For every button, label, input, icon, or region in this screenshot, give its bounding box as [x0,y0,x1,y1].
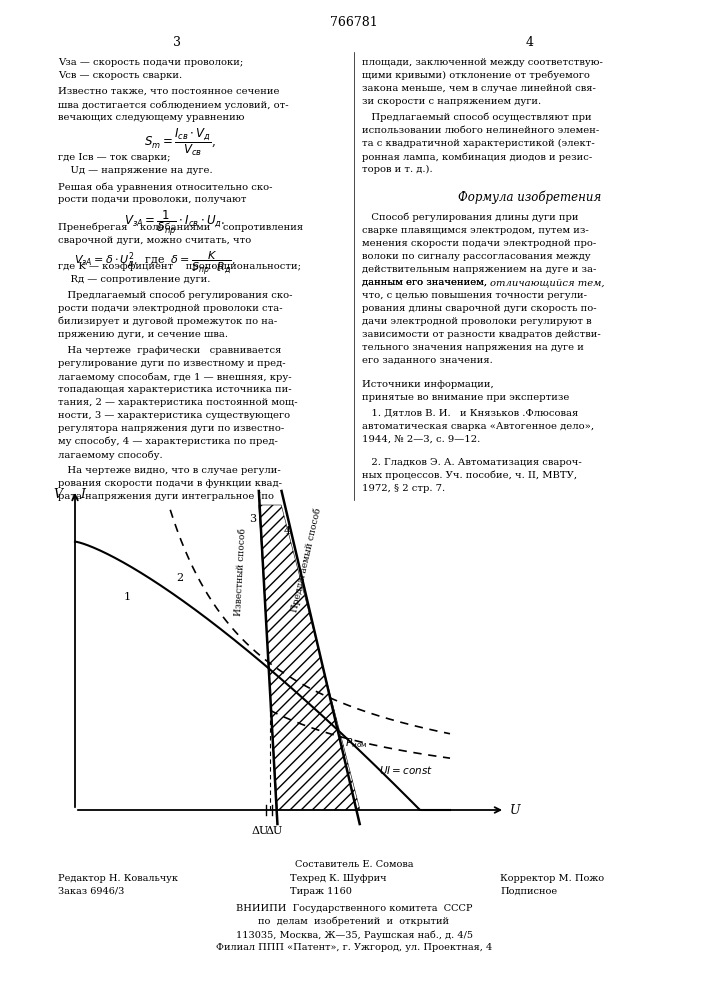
Text: Предлагаемый способ осуществляют при: Предлагаемый способ осуществляют при [362,113,592,122]
Text: $V_{зА} = \dfrac{1}{\delta_{пр}} \cdot I_{св} \cdot U_{д}$.: $V_{зА} = \dfrac{1}{\delta_{пр}} \cdot I… [124,208,226,238]
Text: Предлагаемый способ: Предлагаемый способ [290,507,323,613]
Text: му способу, 4 — характеристика по пред-: му способу, 4 — характеристика по пред- [58,437,278,446]
Text: 1. Дятлов В. И.   и Князьков .Флюсовая: 1. Дятлов В. И. и Князьков .Флюсовая [362,409,578,418]
Text: тельного значения напряжения на дуге и: тельного значения напряжения на дуге и [362,343,584,352]
Text: сварке плавящимся электродом, путем из-: сварке плавящимся электродом, путем из- [362,226,589,235]
Text: рата напряжения дуги интегральное (по: рата напряжения дуги интегральное (по [58,492,274,501]
Text: рости подачи проволоки, получают: рости подачи проволоки, получают [58,195,247,204]
Text: автоматическая сварка «Автогенное дело»,: автоматическая сварка «Автогенное дело», [362,422,594,431]
Text: где K — коэффициент    пропорциональности;: где K — коэффициент пропорциональности; [58,262,301,271]
Text: 3: 3 [173,35,181,48]
Text: сварочной дуги, можно считать, что: сварочной дуги, можно считать, что [58,236,251,245]
Text: ных процессов. Уч. пособие, ч. II, МВТУ,: ных процессов. Уч. пособие, ч. II, МВТУ, [362,471,577,481]
Text: данным его значением,: данным его значением, [362,278,487,287]
Text: площади, заключенной между соответствую-: площади, заключенной между соответствую- [362,58,603,67]
Text: Подписное: Подписное [500,887,557,896]
Text: отличающийся тем,: отличающийся тем, [490,278,604,287]
Text: волоки по сигналу рассогласования между: волоки по сигналу рассогласования между [362,252,590,261]
Text: Известный способ: Известный способ [234,528,247,616]
Text: где Iсв — ток сварки;: где Iсв — ток сварки; [58,153,170,162]
Text: Vсв — скорость сварки.: Vсв — скорость сварки. [58,71,182,80]
Text: 3: 3 [249,514,256,524]
Text: регулятора напряжения дуги по известно-: регулятора напряжения дуги по известно- [58,424,284,433]
Text: $V_{зА} = \delta \cdot U_{д}^{2}$,  где  $\delta = \dfrac{K}{S_{пр} \cdot R_{д}}: $V_{зА} = \delta \cdot U_{д}^{2}$, где $… [74,249,236,277]
Text: Филиал ППП «Патент», г. Ужгород, ул. Проектная, 4: Филиал ППП «Патент», г. Ужгород, ул. Про… [216,943,492,952]
Text: Известно также, что постоянное сечение: Известно также, что постоянное сечение [58,87,279,96]
Text: На чертеже видно, что в случае регули-: На чертеже видно, что в случае регули- [58,466,281,475]
Text: топадающая характеристика источника пи-: топадающая характеристика источника пи- [58,385,291,394]
Text: ности, 3 — характеристика существующего: ности, 3 — характеристика существующего [58,411,290,420]
Text: Формула изобретения: Формула изобретения [458,191,602,205]
Text: щими кривыми) отклонение от требуемого: щими кривыми) отклонение от требуемого [362,71,590,81]
Text: закона меньше, чем в случае линейной свя-: закона меньше, чем в случае линейной свя… [362,84,596,93]
Text: Vза — скорость подачи проволоки;: Vза — скорость подачи проволоки; [58,58,243,67]
Text: та с квадратичной характеристикой (элект-: та с квадратичной характеристикой (элект… [362,139,595,148]
Text: ΔU: ΔU [252,826,269,836]
Text: 113035, Москва, Ж—35, Раушская наб., д. 4/5: 113035, Москва, Ж—35, Раушская наб., д. … [235,930,472,940]
Text: Uд — напряжение на дуге.: Uд — напряжение на дуге. [58,166,213,175]
Text: рости подачи электродной проволоки ста-: рости подачи электродной проволоки ста- [58,304,283,313]
Text: пряжению дуги, и сечение шва.: пряжению дуги, и сечение шва. [58,330,228,339]
Text: На чертеже  графически   сравнивается: На чертеже графически сравнивается [58,346,281,355]
Text: Решая оба уравнения относительно ско-: Решая оба уравнения относительно ско- [58,182,272,192]
Text: торов и т. д.).: торов и т. д.). [362,165,433,174]
Text: $S_{m} = \dfrac{I_{св} \cdot V_{д}}{V_{св}}$,: $S_{m} = \dfrac{I_{св} \cdot V_{д}}{V_{с… [144,127,216,158]
Text: лагаемому способу.: лагаемому способу. [58,450,163,460]
Text: зависимости от разности квадратов действи-: зависимости от разности квадратов действ… [362,330,601,339]
Text: U: U [510,804,520,816]
Text: $P_{\text{ном}}$: $P_{\text{ном}}$ [345,736,367,750]
Text: шва достигается соблюдением условий, от-: шва достигается соблюдением условий, от- [58,100,288,109]
Text: Редактор Н. Ковальчук: Редактор Н. Ковальчук [58,874,178,883]
Text: $UI = const$: $UI = const$ [379,764,433,776]
Text: действительным напряжением на дуге и за-: действительным напряжением на дуге и за- [362,265,597,274]
Text: 2: 2 [176,573,183,583]
Text: что, с целью повышения точности регули-: что, с целью повышения точности регули- [362,291,587,300]
Text: Корректор М. Пожо: Корректор М. Пожо [500,874,604,883]
Text: 2. Гладков Э. А. Автоматизация свароч-: 2. Гладков Э. А. Автоматизация свароч- [362,458,582,467]
Text: 4: 4 [526,35,534,48]
Text: принятые во внимание при экспертизе: принятые во внимание при экспертизе [362,393,569,402]
Text: Источники информации,: Источники информации, [362,380,493,389]
Text: Заказ 6946/3: Заказ 6946/3 [58,887,124,896]
Text: ΔU: ΔU [265,826,282,836]
Text: Составитель Е. Сомова: Составитель Е. Сомова [295,860,414,869]
Text: лагаемому способам, где 1 — внешняя, кру-: лагаемому способам, где 1 — внешняя, кру… [58,372,291,381]
Text: менения скорости подачи электродной про-: менения скорости подачи электродной про- [362,239,596,248]
Text: по  делам  изобретений  и  открытий: по делам изобретений и открытий [259,917,450,926]
Text: V: V [53,488,62,502]
Text: регулирование дуги по известному и пред-: регулирование дуги по известному и пред- [58,359,286,368]
Text: 4: 4 [284,526,291,536]
Text: его заданного значения.: его заданного значения. [362,356,493,365]
Text: рования длины сварочной дуги скорость по-: рования длины сварочной дуги скорость по… [362,304,597,313]
Text: ронная лампа, комбинация диодов и резис-: ронная лампа, комбинация диодов и резис- [362,152,592,161]
Text: Пренебрегая    колебаниями    сопротивления: Пренебрегая колебаниями сопротивления [58,223,303,232]
Text: 1944, № 2—3, с. 9—12.: 1944, № 2—3, с. 9—12. [362,435,480,444]
Text: 766781: 766781 [330,15,378,28]
Text: Тираж 1160: Тираж 1160 [290,887,352,896]
Text: Rд — сопротивление дуги.: Rд — сопротивление дуги. [58,275,211,284]
Text: зи скорости с напряжением дуги.: зи скорости с напряжением дуги. [362,97,541,106]
Text: тания, 2 — характеристика постоянной мощ-: тания, 2 — характеристика постоянной мощ… [58,398,298,407]
Text: I: I [80,488,85,502]
Text: билизирует и дуговой промежуток по на-: билизирует и дуговой промежуток по на- [58,317,277,326]
Text: Техред К. Шуфрич: Техред К. Шуфрич [290,874,387,883]
Text: вечающих следующему уравнению: вечающих следующему уравнению [58,113,245,122]
Text: данным его значением,: данным его значением, [362,278,490,287]
Text: Предлагаемый способ регулирования ско-: Предлагаемый способ регулирования ско- [58,291,293,300]
Text: 1972, § 2 стр. 7.: 1972, § 2 стр. 7. [362,484,445,493]
Text: 1: 1 [124,591,131,601]
Text: рования скорости подачи в функции квад-: рования скорости подачи в функции квад- [58,479,282,488]
Text: ВНИИПИ  Государственного комитета  СССР: ВНИИПИ Государственного комитета СССР [235,904,472,913]
Text: Способ регулирования длины дуги при: Способ регулирования длины дуги при [362,213,578,223]
Text: дачи электродной проволоки регулируют в: дачи электродной проволоки регулируют в [362,317,592,326]
Text: использовании любого нелинейного элемен-: использовании любого нелинейного элемен- [362,126,600,135]
